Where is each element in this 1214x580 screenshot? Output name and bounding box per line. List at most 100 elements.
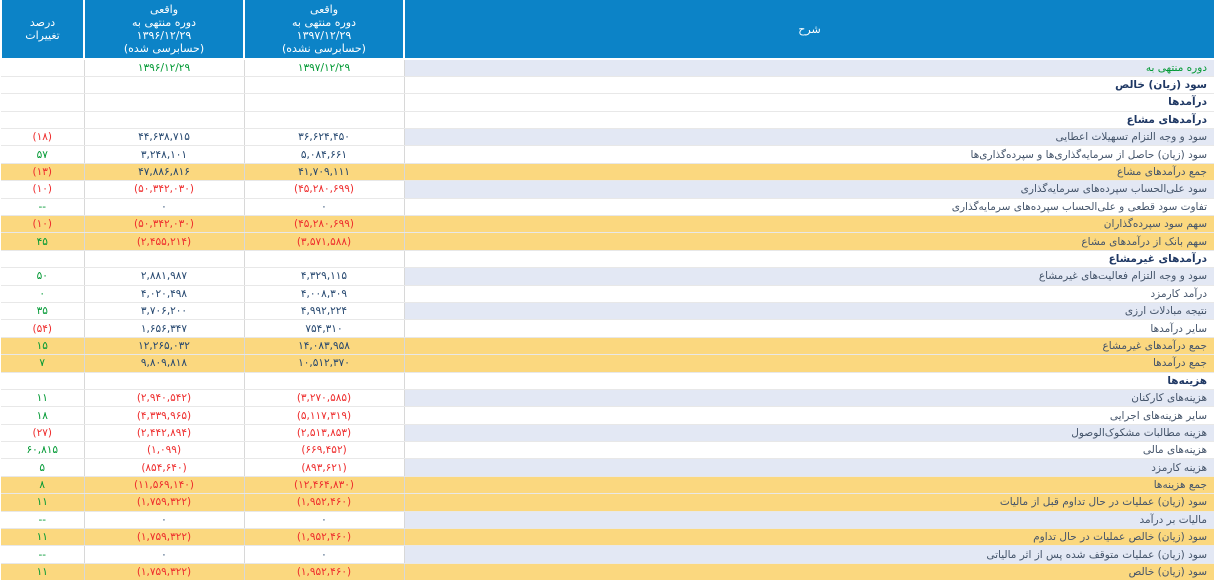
pct-change-cell: ۱۱	[1, 389, 85, 408]
table-row: جمع درآمدهای غیرمشاع ۱۴,۰۸۳,۹۵۸ ۱۲,۲۶۵,۰…	[1, 337, 1214, 356]
description-cell: هزینه کارمزد	[403, 458, 1214, 477]
table-row: سود (زیان) خالص	[1, 76, 1214, 95]
description-cell: سود (زیان) عملیات متوقف شده پس از اثر ما…	[403, 545, 1214, 564]
table-row: سایر درآمدها ۷۵۴,۳۱۰ ۱,۶۵۶,۳۴۷ (۵۴)	[1, 319, 1214, 338]
description-cell: مالیات بر درآمد	[403, 511, 1214, 530]
value-1397-cell: (۴۵,۲۸۰,۶۹۹)	[243, 215, 405, 234]
value-1397-cell	[243, 111, 405, 130]
header-line: تغییرات	[25, 29, 60, 42]
table-row: درآمد کارمزد ۴,۰۰۸,۳۰۹ ۴,۰۲۰,۴۹۸ ۰	[1, 285, 1214, 303]
header-line: درصد	[29, 16, 56, 29]
value-1396-cell: (۵۰,۳۴۲,۰۳۰)	[83, 215, 245, 234]
table-row: درآمدهای غیرمشاع	[1, 250, 1214, 269]
value-1397-cell: (۶۶۹,۴۵۲)	[243, 441, 405, 460]
pct-change-cell: ۱۵	[1, 337, 85, 356]
value-1396-cell	[83, 111, 245, 130]
header-line: واقعی	[149, 3, 179, 16]
table-row: هزینه مطالبات مشکوک‌الوصول (۲,۵۱۳,۸۵۳) (…	[1, 424, 1214, 443]
description-cell: سود (زیان) حاصل از سرمایه‌گذاری‌ها و سپر…	[403, 145, 1214, 164]
value-1397-cell: ۰	[243, 545, 405, 564]
value-1396-cell	[83, 93, 245, 112]
description-cell: جمع هزینه‌ها	[403, 476, 1214, 495]
header-line: (حسابرسی شده)	[123, 42, 205, 55]
table-row: دوره منتهی به ۱۳۹۷/۱۲/۲۹ ۱۳۹۶/۱۲/۲۹	[1, 59, 1214, 77]
value-1396-cell: ۹,۸۰۹,۸۱۸	[83, 354, 245, 373]
description-cell: هزینه‌ها	[403, 372, 1214, 390]
table-row: سود (زیان) عملیات در حال تداوم قبل از ما…	[1, 493, 1214, 512]
pct-change-cell: ۷	[1, 354, 85, 373]
pct-change-cell	[1, 250, 85, 269]
value-1397-cell: ۱۴,۰۸۳,۹۵۸	[243, 337, 405, 356]
pct-change-cell: ۱۸	[1, 406, 85, 425]
table-row: جمع درآمدهای مشاع ۴۱,۷۰۹,۱۱۱ ۴۷,۸۸۶,۸۱۶ …	[1, 163, 1214, 182]
table-row: سود (زیان) خالص عملیات در حال تداوم (۱,۹…	[1, 528, 1214, 547]
header-line: ۱۳۹۷/۱۲/۲۹	[296, 29, 352, 42]
table-row: تفاوت سود قطعی و علی‌الحساب سپرده‌های سر…	[1, 198, 1214, 217]
description-cell: نتیجه مبادلات ارزی	[403, 302, 1214, 321]
table-row: سود و وجه التزام تسهیلات اعطایی ۳۶,۶۲۴,۴…	[1, 128, 1214, 147]
description-cell: درآمد کارمزد	[403, 285, 1214, 303]
value-1397-cell: (۲,۵۱۳,۸۵۳)	[243, 424, 405, 443]
value-1396-cell: (۲,۴۵۵,۲۱۴)	[83, 232, 245, 251]
table-row: هزینه‌های کارکنان (۳,۲۷۰,۵۸۵) (۲,۹۴۰,۵۴۲…	[1, 389, 1214, 408]
value-1396-cell: (۱,۰۹۹)	[83, 441, 245, 460]
pct-change-cell: ۳۵	[1, 302, 85, 321]
value-1397-cell	[243, 76, 405, 95]
value-1396-cell	[83, 250, 245, 269]
pct-change-cell: (۱۰)	[1, 215, 85, 234]
value-1397-cell: (۱,۹۵۲,۴۶۰)	[243, 563, 405, 580]
table-row: هزینه کارمزد (۸۹۳,۶۲۱) (۸۵۴,۶۴۰) ۵	[1, 458, 1214, 477]
value-1396-cell: (۲,۹۴۰,۵۴۲)	[83, 389, 245, 408]
pct-change-cell: ۱۱	[1, 528, 85, 547]
table-row: هزینه‌ها	[1, 372, 1214, 390]
value-1396-cell: (۱,۷۵۹,۳۲۲)	[83, 528, 245, 547]
pct-change-cell: ۵۰	[1, 267, 85, 286]
value-1397-cell: ۱۳۹۷/۱۲/۲۹	[243, 59, 405, 77]
value-1396-cell: ۱۳۹۶/۱۲/۲۹	[83, 59, 245, 77]
description-cell: سایر هزینه‌های اجرایی	[403, 406, 1214, 425]
header-row: شرح واقعی دوره منتهی به ۱۳۹۷/۱۲/۲۹ (حساب…	[0, 0, 1214, 60]
description-cell: سهم بانک از درآمدهای مشاع	[403, 232, 1214, 251]
table-row: جمع درآمدها ۱۰,۵۱۲,۳۷۰ ۹,۸۰۹,۸۱۸ ۷	[1, 354, 1214, 373]
value-1397-cell: ۳۶,۶۲۴,۴۵۰	[243, 128, 405, 147]
value-1397-cell: (۱۲,۴۶۴,۸۳۰)	[243, 476, 405, 495]
pct-change-cell: (۱۸)	[1, 128, 85, 147]
table-row: جمع هزینه‌ها (۱۲,۴۶۴,۸۳۰) (۱۱,۵۶۹,۱۴۰) ۸	[1, 476, 1214, 495]
value-1396-cell: (۱,۷۵۹,۳۲۲)	[83, 563, 245, 580]
pct-change-cell: ۰	[1, 285, 85, 303]
table-row: درآمدها	[1, 93, 1214, 112]
value-1397-cell: (۳,۵۷۱,۵۸۸)	[243, 232, 405, 251]
value-1396-cell: ۱,۶۵۶,۳۴۷	[83, 319, 245, 338]
description-cell: سود و وجه التزام فعالیت‌های غیرمشاع	[403, 267, 1214, 286]
value-1396-cell: (۸۵۴,۶۴۰)	[83, 458, 245, 477]
value-1396-cell: ۰	[83, 511, 245, 530]
table-row: سود و وجه التزام فعالیت‌های غیرمشاع ۴,۳۲…	[1, 267, 1214, 286]
table-row: سایر هزینه‌های اجرایی (۵,۱۱۷,۳۱۹) (۴,۳۳۹…	[1, 406, 1214, 425]
pct-change-cell: --	[1, 198, 85, 217]
col-header-description-label: شرح	[798, 22, 821, 36]
description-cell: درآمدهای غیرمشاع	[403, 250, 1214, 269]
pct-change-cell	[1, 59, 85, 77]
header-line: دوره منتهی به	[291, 16, 356, 29]
description-cell: درآمدهای مشاع	[403, 111, 1214, 130]
pct-change-cell	[1, 93, 85, 112]
value-1396-cell: ۴۴,۶۳۸,۷۱۵	[83, 128, 245, 147]
description-cell: هزینه‌های مالی	[403, 441, 1214, 460]
pct-change-cell: ۵	[1, 458, 85, 477]
pct-change-cell: ۱۱	[1, 563, 85, 580]
pct-change-cell: (۵۴)	[1, 319, 85, 338]
value-1396-cell: ۳,۲۴۸,۱۰۱	[83, 145, 245, 164]
pct-change-cell: ۵۷	[1, 145, 85, 164]
description-cell: دوره منتهی به	[403, 59, 1214, 77]
value-1396-cell	[83, 372, 245, 390]
value-1396-cell: ۴۷,۸۸۶,۸۱۶	[83, 163, 245, 182]
table-row: درآمدهای مشاع	[1, 111, 1214, 130]
table-row: سود (زیان) حاصل از سرمایه‌گذاری‌ها و سپر…	[1, 145, 1214, 164]
header-line: دوره منتهی به	[131, 16, 196, 29]
table-header: شرح واقعی دوره منتهی به ۱۳۹۷/۱۲/۲۹ (حساب…	[0, 0, 1214, 60]
description-cell: سود علی‌الحساب سپرده‌های سرمایه‌گذاری	[403, 180, 1214, 199]
value-1396-cell: (۱,۷۵۹,۳۲۲)	[83, 493, 245, 512]
value-1396-cell: ۰	[83, 545, 245, 564]
value-1397-cell: (۸۹۳,۶۲۱)	[243, 458, 405, 477]
description-cell: سهم سود سپرده‌گذاران	[403, 215, 1214, 234]
